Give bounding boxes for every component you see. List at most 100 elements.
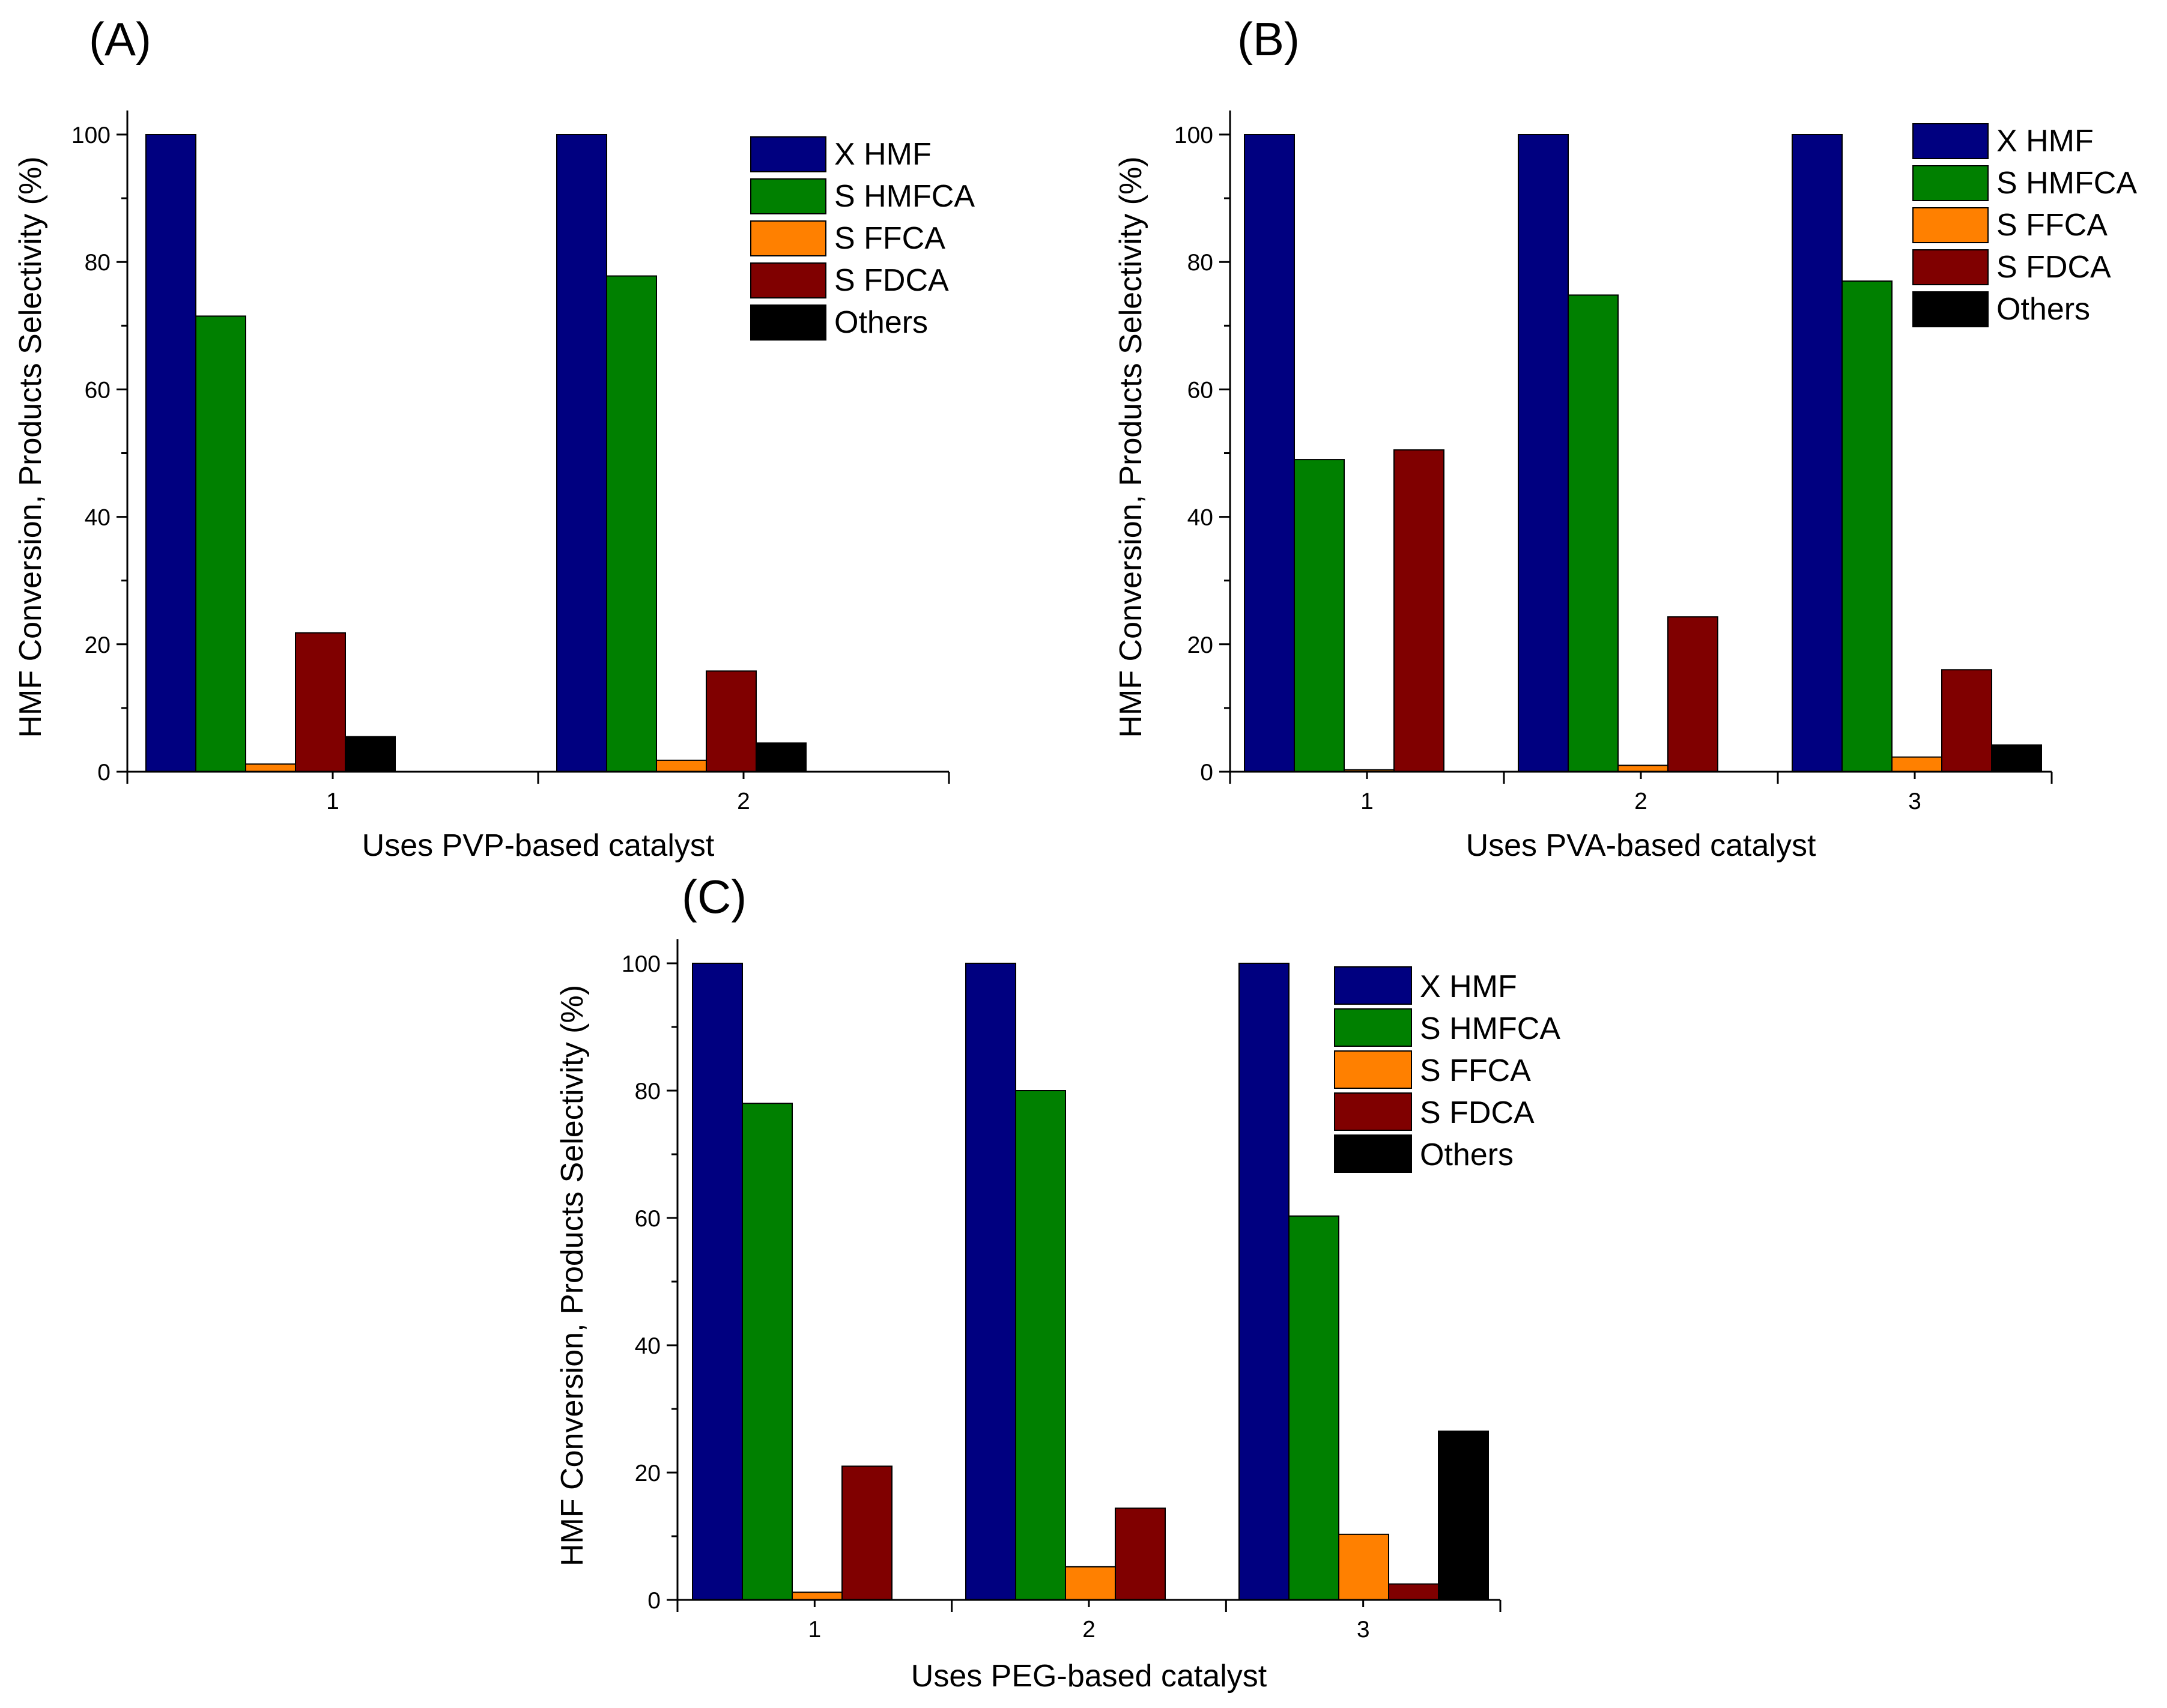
bar-others-use-2 [756,742,807,773]
legend-label-s-ffca: S FFCA [834,221,945,256]
bar-s-ffca-use-2 [1065,1566,1116,1600]
legend-swatch-s-ffca [1912,207,1989,243]
y-tick-label: 0 [647,1588,661,1614]
legend-label-others: Others [1420,1137,1514,1172]
legend-swatch-s-ffca [1334,1050,1412,1089]
bar-s-ffca-use-3 [1338,1533,1389,1601]
x-tick-label: 1 [808,1617,821,1643]
bar-x-hmf-use-2 [556,134,607,772]
legend-swatch-s-fdca [1334,1092,1412,1131]
y-tick-label: 80 [635,1079,661,1104]
bar-others-use-3 [1991,744,2042,772]
chart-panel-c: 0 20 40 60 80 100 1 2 3 Uses PEG-based catalyst HM… [555,870,1560,1694]
chart-panel-b: 0 20 40 60 80 100 1 2 3 Uses PVA-based catalyst HM… [1114,13,2137,863]
legend: X HMF S HMFCA S FFCA S FDCA Others [750,136,975,341]
legend-label-s-fdca: S FDCA [1996,250,2111,285]
bar-s-fdca-use-2 [1115,1507,1166,1601]
bar-s-ffca-use-1 [245,763,296,772]
bar-x-hmf-use-1 [692,963,743,1600]
bar-s-fdca-use-3 [1941,669,1992,772]
x-tick-label: 2 [737,789,750,814]
bar-s-hmfca-use-1 [742,1103,793,1600]
y-axis-title: HMF Conversion, Products Selectivity (%) [13,156,48,737]
y-tick-label: 100 [1174,123,1213,148]
legend-swatch-s-fdca [1912,249,1989,285]
y-axis-title: HMF Conversion, Products Selectivity (%) [1114,156,1148,737]
legend-label-s-ffca: S FFCA [1996,208,2108,243]
y-tick-label: 100 [622,951,661,977]
x-tick-label: 2 [1634,789,1647,814]
bar-s-hmfca-use-2 [1568,294,1619,772]
bar-others-use-1 [345,736,396,773]
legend-swatch-x-hmf [1334,966,1412,1005]
legend-label-s-hmfca: S HMFCA [1996,166,2137,201]
legend-label-others: Others [1996,292,2090,327]
legend: X HMF S HMFCA S FFCA S FDCA Others [1334,966,1560,1173]
bar-s-ffca-use-2 [1617,765,1668,773]
x-tick-label: 1 [326,789,339,814]
legend-label-s-fdca: S FDCA [834,263,949,298]
x-axis-title: Uses PVP-based catalyst [362,828,715,863]
bar-s-fdca-use-2 [1667,616,1718,772]
bar-s-fdca-use-3 [1388,1583,1439,1600]
bar-s-fdca-use-1 [1393,449,1444,772]
y-tick-label: 60 [85,377,111,403]
x-tick-label: 1 [1360,789,1374,814]
legend-swatch-s-fdca [750,262,826,298]
bar-x-hmf-use-3 [1792,134,1843,772]
y-tick-label: 80 [85,250,111,276]
legend-label-x-hmf: X HMF [1996,124,2094,159]
bar-x-hmf-use-2 [965,963,1016,1600]
bar-s-fdca-use-1 [841,1465,893,1600]
bar-s-hmfca-use-2 [1015,1090,1066,1600]
legend-swatch-s-hmfca [1334,1008,1412,1047]
x-tick-label: 2 [1082,1617,1096,1643]
y-tick-label: 20 [635,1461,661,1486]
y-tick-label: 0 [1200,760,1213,786]
legend-label-s-hmfca: S HMFCA [1420,1011,1560,1046]
y-tick-label: 60 [635,1206,661,1232]
x-tick-label: 3 [1908,789,1921,814]
legend-label-s-ffca: S FFCA [1420,1053,1531,1088]
bar-s-hmfca-use-1 [195,315,246,772]
bar-x-hmf-use-3 [1238,963,1290,1600]
y-tick-label: 40 [1187,505,1213,531]
legend-label-x-hmf: X HMF [1420,969,1517,1004]
bar-s-hmfca-use-1 [1294,459,1345,772]
y-tick-label: 80 [1187,250,1213,276]
bar-s-ffca-use-3 [1891,756,1942,773]
bar-s-ffca-use-1 [792,1591,843,1601]
legend-swatch-x-hmf [1912,123,1989,159]
bar-others-use-3 [1438,1431,1489,1601]
bar-s-hmfca-use-2 [606,275,657,772]
y-tick-label: 40 [85,505,111,531]
panel-label: (C) [682,870,747,923]
x-axis-title: Uses PVA-based catalyst [1466,828,1816,863]
legend-label-s-hmfca: S HMFCA [834,179,975,214]
legend-swatch-others [1912,291,1989,327]
legend-label-others: Others [834,305,928,340]
y-tick-label: 40 [635,1333,661,1359]
y-tick-label: 20 [85,632,111,658]
legend-swatch-others [750,304,826,341]
bar-x-hmf-use-1 [145,134,196,772]
legend-swatch-s-hmfca [1912,165,1989,201]
bar-x-hmf-use-2 [1518,134,1569,772]
legend-swatch-x-hmf [750,136,826,172]
panel-label: (B) [1237,13,1300,65]
chart-panel-a: 0 20 40 60 80 100 1 2 Uses PVP-based catalyst HMF… [13,13,975,863]
bar-s-fdca-use-1 [295,632,346,773]
bar-x-hmf-use-1 [1244,134,1295,772]
legend: X HMF S HMFCA S FFCA S FDCA Others [1912,123,2137,327]
x-axis-title: Uses PEG-based catalyst [911,1659,1267,1694]
legend-label-x-hmf: X HMF [834,137,932,172]
bar-s-hmfca-use-3 [1841,280,1893,772]
y-axis-title: HMF Conversion, Products Selectivity (%) [555,985,590,1566]
y-tick-label: 60 [1187,377,1213,403]
y-tick-label: 20 [1187,632,1213,658]
y-tick-label: 100 [71,123,111,148]
legend-label-s-fdca: S FDCA [1420,1095,1535,1130]
bar-s-ffca-use-2 [656,759,707,772]
x-tick-label: 3 [1357,1617,1370,1643]
